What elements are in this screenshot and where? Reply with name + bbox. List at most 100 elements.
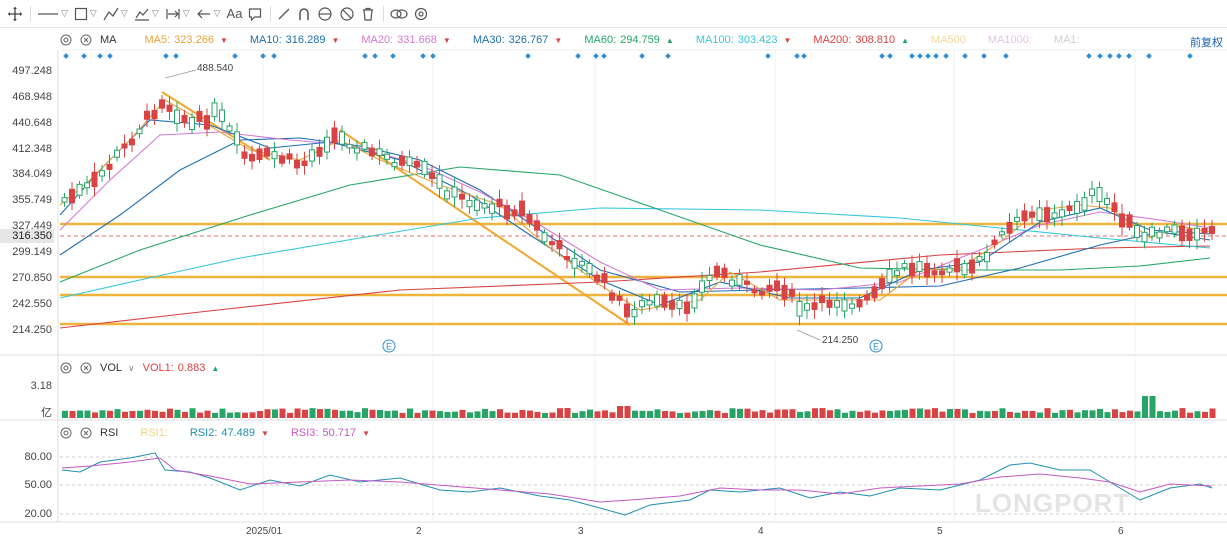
volume-bar <box>69 410 76 418</box>
ma-close-icon[interactable] <box>80 34 92 46</box>
ma-item[interactable]: MA500 <box>931 34 966 46</box>
rsi-item[interactable]: RSI1: <box>140 427 168 439</box>
candle-body <box>211 102 218 118</box>
ma-item[interactable]: MA1: <box>1054 34 1080 46</box>
volume-bar <box>482 408 488 418</box>
ma-item[interactable]: MA10: 316.289 ▼ <box>250 34 339 46</box>
rsi-close-icon[interactable] <box>80 427 92 439</box>
ma-settings-icon[interactable] <box>60 34 72 46</box>
pattern-icon[interactable]: ▽ <box>134 4 159 24</box>
event-dot <box>1003 53 1009 59</box>
crosshair-icon[interactable] <box>8 4 22 24</box>
candle-body <box>1044 207 1050 223</box>
volume-bar <box>849 410 856 418</box>
volume-bar <box>1014 412 1021 418</box>
settings-icon[interactable] <box>414 4 428 24</box>
vol-axis-top: 3.18 <box>30 380 52 392</box>
pen-icon[interactable] <box>277 4 291 24</box>
event-dot <box>1086 53 1092 59</box>
ma-arrow: ▲ <box>901 36 910 45</box>
candle-body <box>759 291 765 296</box>
rsi-indicator-name[interactable]: RSI <box>100 427 119 439</box>
candle-body <box>324 136 330 153</box>
ma-item[interactable]: MA20: 331.668 ▼ <box>361 34 450 46</box>
candle-body <box>946 267 953 273</box>
volume-bar <box>774 409 781 418</box>
candle-body <box>549 241 555 246</box>
candle-body <box>969 259 975 274</box>
volume-bar <box>504 412 511 418</box>
line-icon[interactable]: ▽ <box>38 8 68 18</box>
volume-bar <box>572 412 578 418</box>
candle-body <box>1014 216 1020 222</box>
volume-bar <box>77 410 83 418</box>
comment-icon[interactable] <box>248 4 262 24</box>
ma-item[interactable]: MA1000: <box>988 34 1032 46</box>
rsi-settings-icon[interactable] <box>60 427 72 439</box>
ma-item[interactable]: MA60: 294.759 ▲ <box>584 34 673 46</box>
rsi-item[interactable]: RSI3: 50.717 ▼ <box>291 427 370 439</box>
text-icon[interactable]: Aa <box>227 4 243 24</box>
event-dot <box>1097 53 1103 59</box>
volume-bar <box>1202 411 1208 418</box>
rsi-arrow: ▼ <box>362 429 371 438</box>
candle-body <box>346 143 353 149</box>
candle-body <box>886 268 893 283</box>
volume-bar <box>332 409 338 418</box>
candle-body <box>594 274 600 282</box>
volume-bar <box>264 409 271 418</box>
volume-bar <box>939 411 946 418</box>
rect-icon[interactable]: ▽ <box>74 4 97 24</box>
vol-close-icon[interactable] <box>80 362 92 374</box>
watermark: LONGPORT <box>975 488 1131 518</box>
vol-dropdown-icon[interactable]: ∨ <box>128 362 135 373</box>
ma-item[interactable]: MA30: 326.767 ▼ <box>473 34 562 46</box>
volume-bar <box>932 408 938 418</box>
vol-settings-icon[interactable] <box>60 362 72 374</box>
candle-body <box>976 256 983 262</box>
ma-value: 316.289 <box>285 34 326 46</box>
candle-body <box>856 299 863 308</box>
volume-bar <box>429 410 436 418</box>
ma-arrow: ▲ <box>665 36 674 45</box>
time-axis-label: 4 <box>758 526 764 537</box>
candle-body <box>99 170 105 177</box>
candle-body <box>609 292 615 301</box>
vol-indicator-name[interactable]: VOL <box>100 362 123 374</box>
ma-value: 303.423 <box>737 34 778 46</box>
drawing-toolbar: ▽ ▽ ▽ ▽ ▽ ▽ Aa <box>0 0 1227 28</box>
event-dot <box>765 53 771 59</box>
volume-bar <box>789 409 796 418</box>
candle-body <box>219 109 225 122</box>
ma-item[interactable]: MA200: 308.810 ▲ <box>813 34 909 46</box>
range-icon[interactable]: ▽ <box>165 4 190 24</box>
volume-bar <box>864 410 871 418</box>
link-icon[interactable] <box>390 4 409 24</box>
ma-item[interactable]: MA5: 323.266 ▼ <box>145 34 228 46</box>
ma-item[interactable]: MA100: 303.423 ▼ <box>696 34 792 46</box>
volume-bar <box>99 410 106 418</box>
candle-body <box>601 273 608 284</box>
volume-bar <box>407 408 413 418</box>
candle-body <box>706 274 713 281</box>
eye-icon[interactable] <box>317 4 333 24</box>
measure-icon[interactable]: ▽ <box>103 4 128 24</box>
event-dot <box>430 53 436 59</box>
candle-body <box>451 186 458 198</box>
hide-icon[interactable] <box>339 4 355 24</box>
ma-value: 331.668 <box>397 34 437 46</box>
arrow-icon[interactable]: ▽ <box>196 4 221 24</box>
rsi-item[interactable]: RSI2: 47.489 ▼ <box>190 427 269 439</box>
event-dot <box>933 53 939 59</box>
candle-body <box>1006 221 1013 234</box>
candle-body <box>661 294 668 308</box>
candle-body <box>226 125 233 132</box>
adjust-mode-label[interactable]: 前复权 <box>1190 37 1223 49</box>
ma-indicator-name[interactable]: MA <box>100 34 117 46</box>
toolbar-divider <box>270 5 272 22</box>
event-dot <box>943 53 949 59</box>
trash-icon[interactable] <box>361 4 375 24</box>
magnet-icon[interactable] <box>297 4 311 24</box>
time-axis-label: 5 <box>937 526 943 537</box>
